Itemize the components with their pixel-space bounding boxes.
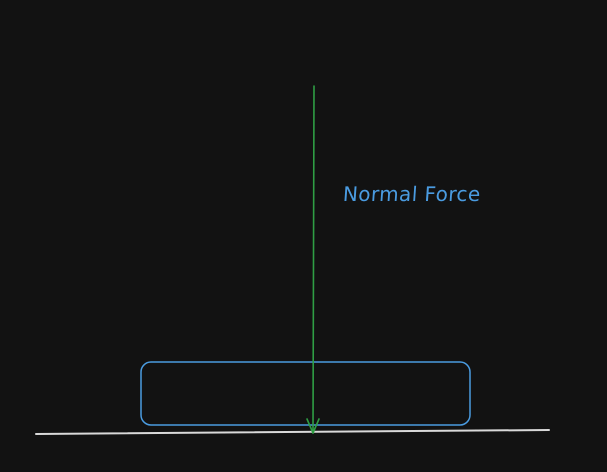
block-rectangle [140, 361, 471, 426]
force-arrow-shaft [312, 85, 315, 434]
normal-force-label: Normal Force [342, 182, 482, 206]
ground-line [35, 429, 550, 435]
force-arrow-head [306, 418, 320, 434]
